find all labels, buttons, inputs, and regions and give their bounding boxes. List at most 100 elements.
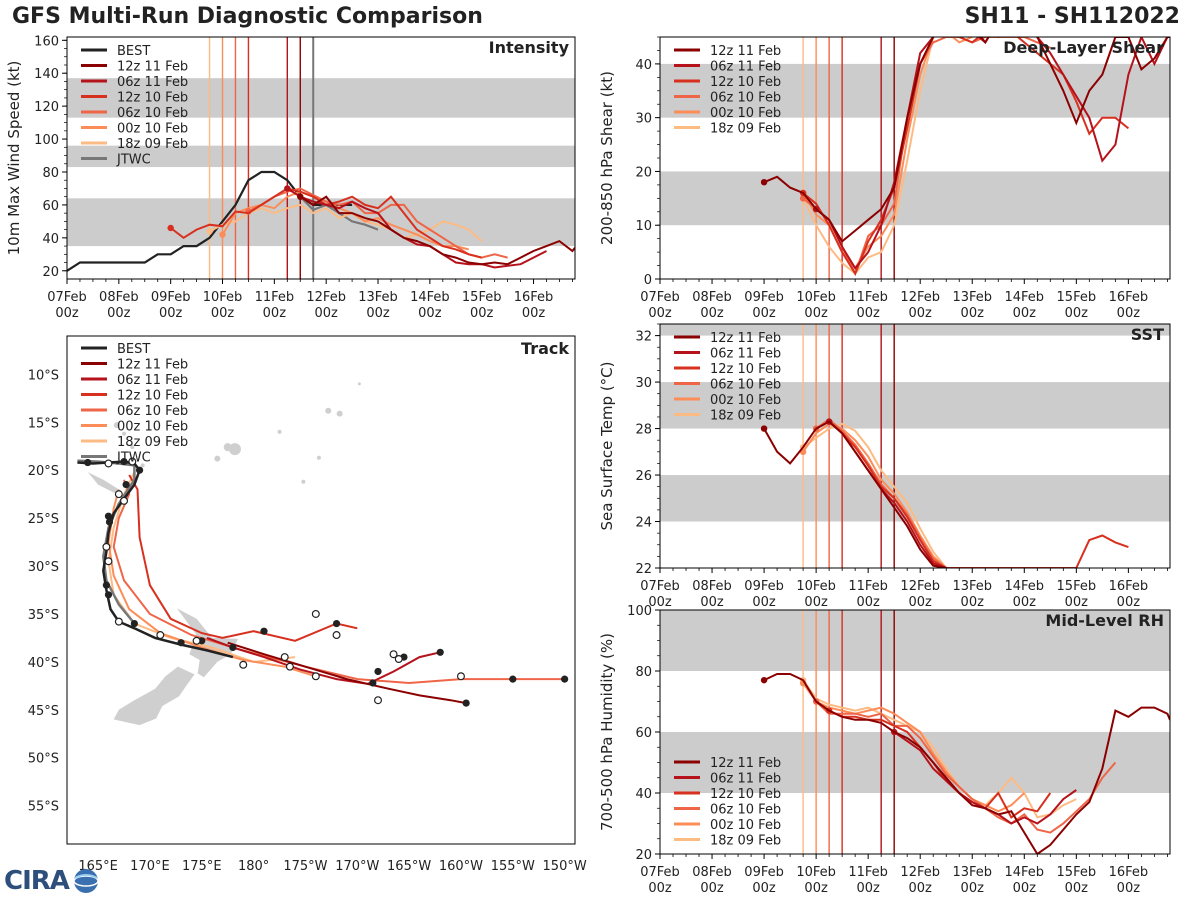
track-marker-filled [436, 648, 444, 656]
lon-tick-label: 175°W [283, 859, 327, 874]
lat-tick-label: 35°S [28, 608, 59, 623]
x-tick-label: 00z [366, 306, 390, 321]
x-tick-label: 10Feb [796, 290, 836, 305]
island-landmass [223, 443, 232, 452]
series-line [802, 37, 936, 276]
axes-frame [659, 609, 1171, 855]
lon-tick-label: 165°W [387, 859, 431, 874]
legend-entry: 00z 10 Feb [117, 122, 188, 137]
panel-title: Mid-Level RH [1045, 611, 1164, 630]
x-tick-label: 00z [961, 881, 985, 896]
track-marker-open [114, 490, 123, 499]
lat-tick-label: 55°S [28, 800, 59, 815]
track-marker-filled [102, 581, 110, 589]
x-tick-label: 00z [961, 595, 985, 610]
island-landmass [357, 382, 361, 386]
legend-entry: 12z 10 Feb [117, 91, 188, 106]
x-tick-label: 00z [263, 306, 287, 321]
x-tick-label: 00z [648, 306, 672, 321]
x-tick-label: 00z [752, 306, 776, 321]
shading-band [67, 145, 575, 168]
track-marker-filled [561, 675, 569, 683]
x-tick-label: 00z [1065, 595, 1089, 610]
shading-band [67, 78, 575, 118]
forecast-track [112, 479, 565, 685]
x-tick-label: 00z [55, 306, 79, 321]
legend-entry: 00z 10 Feb [117, 420, 188, 435]
x-tick-label: 00z [1065, 306, 1089, 321]
axes-frame [66, 36, 576, 280]
y-tick-label: 160 [34, 34, 59, 49]
y-tick-label: 24 [635, 516, 652, 531]
island-landmass [113, 422, 120, 429]
y-tick-label: 40 [635, 58, 652, 73]
x-tick-label: 00z [804, 595, 828, 610]
x-tick-label: 00z [700, 306, 724, 321]
x-tick-label: 00z [856, 595, 880, 610]
forecast-track [128, 474, 358, 642]
x-tick-label: 09Feb [151, 290, 191, 305]
lat-tick-label: 15°S [28, 416, 59, 431]
y-tick-label: 40 [635, 787, 652, 802]
shading-band [660, 171, 1170, 226]
y-tick-label: 22 [635, 562, 652, 577]
panel-title: Track [521, 339, 569, 358]
legend-entry: 00z 10 Feb [710, 393, 781, 408]
x-tick-label: 07Feb [640, 865, 680, 880]
island-landmass [336, 410, 343, 417]
track-marker-filled [84, 458, 92, 467]
storm-id: SH11 - SH112022 [964, 4, 1180, 29]
y-tick-label: 120 [34, 100, 59, 115]
init-marker [284, 185, 291, 192]
lat-tick-label: 30°S [28, 560, 59, 575]
y-tick-label: 80 [42, 166, 59, 181]
x-tick-label: 00z [700, 881, 724, 896]
x-tick-label: 00z [909, 306, 933, 321]
x-tick-label: 00z [752, 881, 776, 896]
x-tick-label: 00z [909, 595, 933, 610]
x-tick-label: 14Feb [1005, 865, 1045, 880]
init-marker [219, 231, 226, 238]
init-marker [206, 228, 213, 235]
y-tick-label: 60 [635, 726, 652, 741]
legend-entry: 06z 10 Feb [710, 91, 781, 106]
series-line [802, 37, 1130, 276]
axes-frame [66, 335, 576, 845]
shading-band [660, 324, 1170, 336]
best-track [77, 460, 234, 659]
legend-entry: 12z 10 Feb [710, 362, 781, 377]
x-tick-label: 15Feb [1057, 579, 1097, 594]
legend-entry: 12z 11 Feb [117, 60, 188, 75]
x-tick-label: 16Feb [1109, 579, 1149, 594]
x-tick-label: 00z [1013, 306, 1037, 321]
forecast-track [206, 636, 441, 685]
lat-tick-label: 40°S [28, 656, 59, 671]
x-tick-label: 00z [648, 881, 672, 896]
legend-entry: 06z 11 Feb [710, 60, 781, 75]
x-tick-label: 12Feb [306, 290, 346, 305]
x-tick-label: 00z [1117, 595, 1141, 610]
legend-entry: 12z 10 Feb [710, 75, 781, 90]
sst-data [760, 418, 1129, 568]
x-tick-label: 00z [107, 306, 131, 321]
y-axis-label: Sea Surface Temp (°C) [598, 361, 616, 530]
x-tick-label: 11Feb [848, 290, 888, 305]
track-marker-open [156, 631, 165, 640]
track-marker-filled [104, 512, 113, 520]
lon-tick-label: 160°W [439, 859, 483, 874]
lat-tick-label: 25°S [28, 512, 59, 527]
track-marker-open [311, 672, 320, 681]
legend-entry: 18z 09 Feb [117, 137, 188, 152]
series-line [815, 418, 947, 568]
y-tick-label: 30 [635, 112, 652, 127]
init-marker [760, 425, 768, 432]
legend-entry: 12z 10 Feb [710, 787, 781, 802]
south-island-landmass [113, 666, 195, 726]
y-tick-label: 0 [644, 273, 652, 288]
lat-tick-label: 50°S [28, 752, 59, 767]
series-line [815, 700, 1117, 834]
y-tick-label: 20 [635, 165, 652, 180]
x-tick-label: 00z [1117, 881, 1141, 896]
x-tick-label: 12Feb [900, 290, 940, 305]
series-line [802, 679, 1077, 819]
